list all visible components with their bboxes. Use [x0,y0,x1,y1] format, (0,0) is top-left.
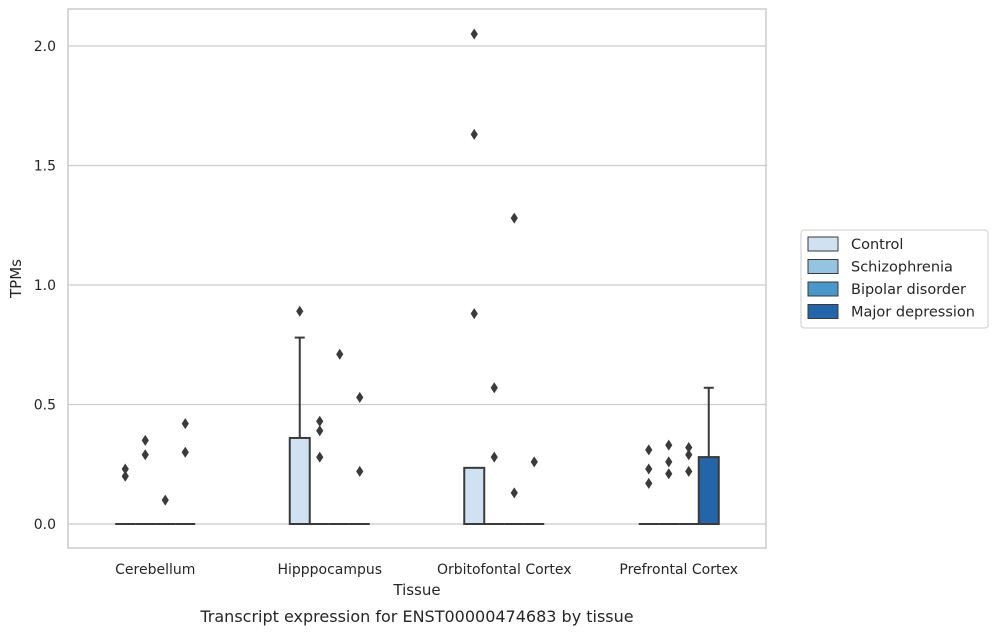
outlier-point [685,465,693,477]
outlier-point [645,444,653,456]
legend-label: Control [851,237,903,253]
outlier-point [665,456,673,468]
outlier-point [685,442,693,454]
grid-lines [68,45,766,525]
x-tick-label: Prefrontal Cortex [619,562,738,578]
outlier-point [141,434,149,446]
chart-caption: Transcript expression for ENST0000047468… [199,607,633,626]
outlier-point [490,451,498,463]
outlier-point [685,449,693,461]
legend-swatch [807,281,839,297]
y-tick-label: 1.0 [34,278,56,294]
outlier-point [316,425,324,437]
outlier-point [510,487,518,499]
y-tick-label: 2.0 [34,39,56,55]
outlier-point [470,308,478,320]
outlier-point [665,468,673,480]
outlier-point [510,212,518,224]
box-major-depression [697,386,720,525]
outlier-point [665,439,673,451]
outlier-point [336,348,344,360]
outlier-point [645,477,653,489]
box-control [288,336,311,525]
y-tick-label: 0.5 [34,398,56,414]
outlier-points [121,28,693,506]
box-control [463,466,486,525]
outlier-point [181,418,189,430]
x-tick-label: Orbitofontal Cortex [437,562,572,578]
box-body [463,466,486,525]
outlier-point [296,305,304,317]
x-tick-label: Hipppocampus [277,562,382,578]
x-axis-label: Tissue [392,581,440,599]
outlier-point [161,494,169,506]
legend-frame [800,229,989,329]
box-plots [115,336,720,525]
box-body [697,456,720,525]
x-tick-labels: Cerebellum Hipppocampus Orbitofontal Corte… [115,562,738,578]
plot-frame [67,8,767,549]
outlier-point [356,391,364,403]
outlier-point [645,463,653,475]
outlier-point [470,128,478,140]
outlier-point [470,28,478,40]
legend-label: Schizophrenia [851,260,953,276]
x-tick-label: Cerebellum [115,562,195,578]
legend-swatch [807,304,839,319]
outlier-point [356,465,364,477]
legend-label: Bipolar disorder [851,282,966,298]
outlier-point [316,415,324,427]
legend-swatch [807,259,839,274]
legend-label: Major depression [851,305,975,321]
outlier-point [141,449,149,461]
y-tick-label: 0.0 [34,517,56,533]
y-tick-labels: 0.0 0.5 1.0 1.5 2.0 [34,39,56,533]
y-axis-label: TPMs [7,259,25,299]
legend-swatch [807,236,839,252]
outlier-point [316,451,324,463]
legend: Control Schizophrenia Bipolar disorder Majo… [800,229,989,329]
y-tick-label: 1.5 [34,159,56,175]
outlier-point [490,382,498,394]
outlier-point [121,463,129,475]
box-body [288,436,311,525]
outlier-point [121,470,129,482]
outlier-point [530,456,538,468]
outlier-point [181,446,189,458]
